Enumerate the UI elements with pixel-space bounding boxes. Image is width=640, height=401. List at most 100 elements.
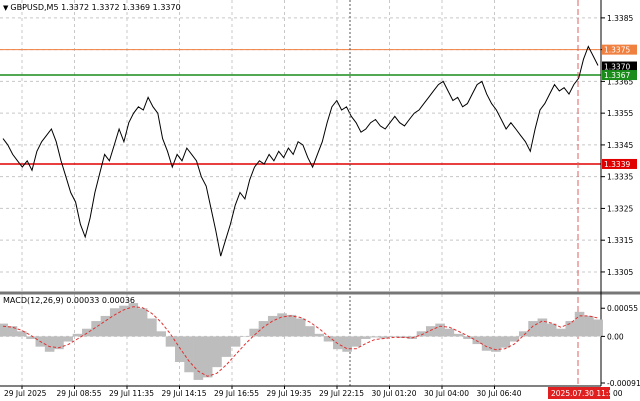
- time-label: 29 Jul 19:35: [267, 389, 312, 398]
- level-lines: [0, 49, 601, 165]
- macd-bar: [426, 326, 436, 337]
- macd-bar: [314, 333, 325, 337]
- macd-tick-label: 0.00055: [607, 304, 638, 313]
- collapse-triangle-icon[interactable]: ▼: [3, 4, 9, 12]
- macd-bar: [574, 311, 585, 337]
- macd-bar: [360, 336, 371, 339]
- symbol-header[interactable]: ▼ GBPUSD,M5 1.3372 1.3372 1.3369 1.3370: [3, 3, 181, 12]
- time-label: 30 Jul 01:20: [372, 389, 417, 398]
- price-tag-red-label: 1.3339: [604, 160, 630, 169]
- macd-bar: [472, 336, 483, 345]
- macd-bar: [500, 336, 510, 348]
- time-label: 29 Jul 14:15: [162, 389, 207, 398]
- price-tag-current-label: 1.3370: [604, 63, 630, 72]
- price-tick-label: 1.3335: [607, 173, 633, 182]
- price-tick-label: 1.3325: [607, 204, 633, 213]
- macd-bar: [528, 321, 538, 337]
- price-tick-label: 1.3345: [607, 141, 633, 150]
- macd-bar: [165, 336, 176, 347]
- time-label: 29 Jul 16:55: [214, 389, 259, 398]
- macd-axis-ticks: 0.00055 0.00 -0.00091: [601, 304, 640, 388]
- macd-bar: [370, 336, 380, 338]
- macd-bar: [193, 336, 204, 380]
- current-time-label: 2025.07.30 11:55: [551, 389, 618, 398]
- macd-bar: [305, 326, 315, 337]
- macd-bar: [593, 319, 603, 337]
- macd-histogram: [0, 303, 603, 380]
- macd-bar: [7, 326, 18, 337]
- macd-bar: [54, 336, 64, 350]
- price-tick-label: 1.3355: [607, 109, 633, 118]
- macd-bar: [518, 331, 529, 337]
- macd-bar: [44, 336, 55, 352]
- macd-bar: [147, 318, 157, 337]
- time-label: 29 Jul 22:15: [319, 389, 364, 398]
- macd-bar: [212, 336, 222, 368]
- macd-bar: [230, 336, 241, 347]
- macd-bar: [26, 336, 36, 339]
- macd-bar: [546, 323, 557, 337]
- macd-bar: [491, 336, 501, 352]
- price-tick-label: 1.3315: [607, 236, 633, 245]
- macd-bar: [565, 321, 576, 337]
- macd-bar: [249, 328, 259, 337]
- macd-bar: [0, 323, 8, 337]
- time-label: 29 Jul 11:35: [109, 389, 154, 398]
- price-tag-green: [602, 70, 637, 81]
- price-tag-green-label: 1.3367: [604, 71, 630, 80]
- macd-bar: [258, 321, 269, 337]
- macd-bar: [435, 323, 445, 337]
- time-label: 30 Jul 06:40: [477, 389, 522, 398]
- macd-bar: [481, 336, 492, 351]
- price-tick-label: 1.3365: [607, 77, 633, 86]
- macd-bar: [184, 336, 194, 373]
- macd-bar: [91, 321, 101, 337]
- macd-bar: [119, 305, 129, 337]
- macd-bar: [388, 336, 399, 337]
- price-tag-red: [602, 158, 637, 169]
- macd-bar: [72, 333, 83, 337]
- macd-bar: [277, 313, 287, 337]
- macd-bar: [240, 336, 250, 337]
- macd-bar: [156, 331, 166, 337]
- macd-bar: [444, 328, 455, 337]
- macd-bar: [128, 303, 139, 337]
- macd-tick-label: -0.00091: [607, 379, 640, 388]
- time-axis-labels: 29 Jul 2025 29 Jul 08:55 29 Jul 11:35 29 Ju…: [4, 386, 522, 398]
- macd-bar: [202, 336, 213, 378]
- macd-bar: [295, 318, 306, 337]
- macd-bar: [333, 336, 343, 350]
- macd-bar: [16, 331, 27, 337]
- macd-bar: [137, 308, 148, 337]
- macd-title: MACD(12,26,9) 0.00033 0.00036: [3, 296, 136, 305]
- macd-bar: [379, 336, 390, 339]
- macd-bar: [584, 315, 594, 337]
- macd-bar: [267, 315, 278, 337]
- time-axis-trailing: 00: [613, 389, 623, 398]
- macd-bar: [342, 336, 352, 352]
- price-tick-label: 1.3385: [607, 14, 633, 23]
- macd-bar: [453, 333, 464, 337]
- price-line: [2, 45, 599, 257]
- macd-bar: [286, 314, 297, 337]
- price-tag-orange: [602, 44, 637, 55]
- macd-bar: [63, 336, 74, 342]
- macd-bar: [174, 336, 185, 363]
- macd-bar: [100, 315, 111, 337]
- macd-bar: [509, 336, 520, 342]
- macd-signal-line: [2, 306, 599, 377]
- macd-bar: [556, 328, 566, 337]
- macd-bar: [82, 328, 92, 337]
- symbol-header-text: GBPUSD,M5 1.3372 1.3372 1.3369 1.3370: [10, 3, 181, 12]
- macd-bar: [221, 336, 232, 357]
- price-tag-current: [602, 61, 637, 72]
- price-tick-label: 1.3305: [607, 268, 633, 277]
- time-label: 29 Jul 2025: [4, 389, 47, 398]
- time-label: 30 Jul 04:00: [424, 389, 469, 398]
- current-time-tag: 2025.07.30 11:55: [548, 387, 618, 399]
- price-tag-orange-label: 1.3375: [604, 46, 630, 55]
- macd-bar: [416, 331, 427, 337]
- macd-bar: [463, 336, 473, 339]
